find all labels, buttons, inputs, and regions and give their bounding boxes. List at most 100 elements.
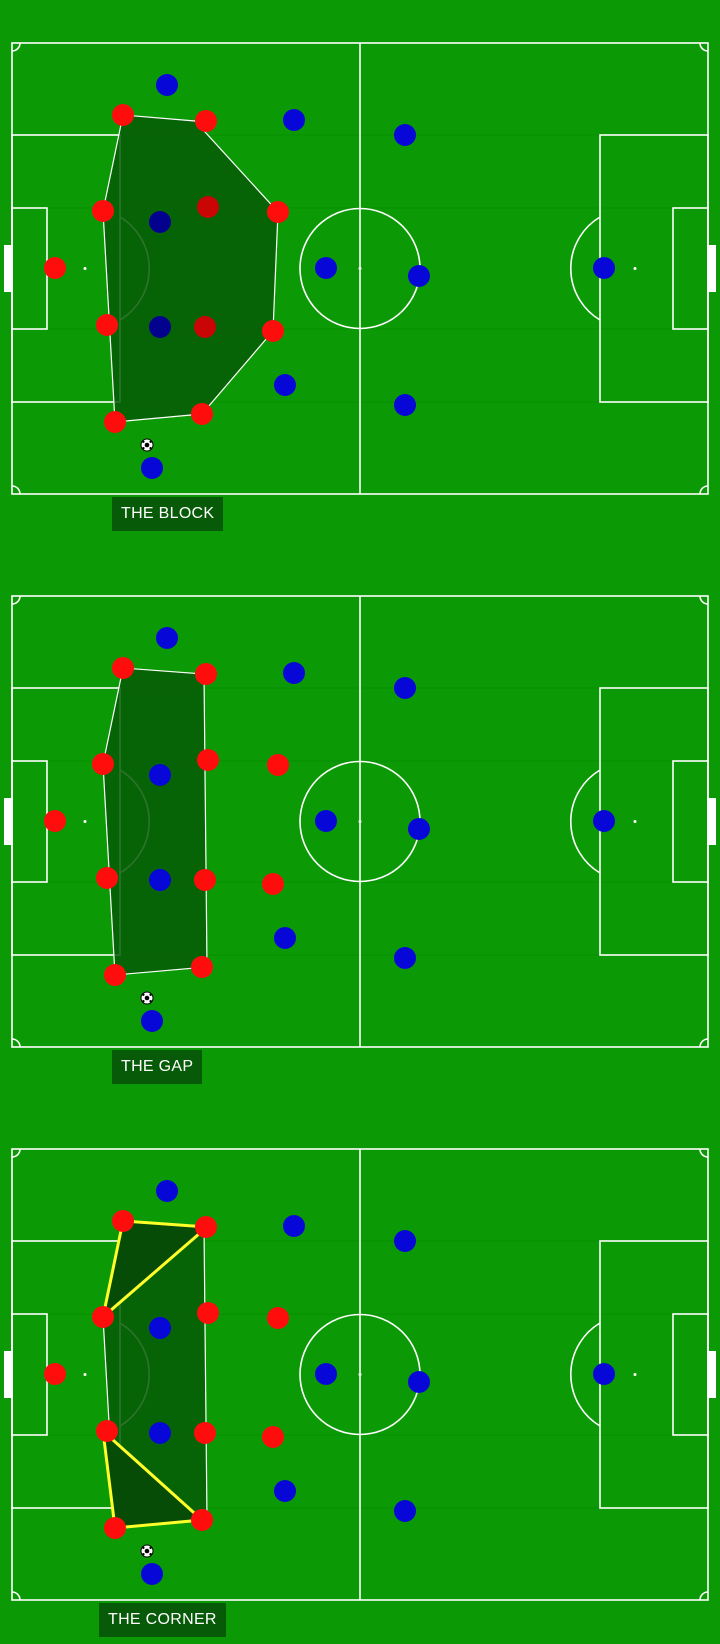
center-spot [358, 820, 362, 823]
corner-arc [11, 1038, 21, 1048]
red-player [191, 1509, 213, 1531]
red-player [267, 754, 289, 776]
ball-patch [142, 1553, 145, 1556]
penalty-arc-right [569, 1322, 601, 1427]
red-player [197, 1302, 219, 1324]
blue-player [394, 947, 416, 969]
ball-patch [144, 995, 150, 1001]
ball-patch [149, 447, 152, 450]
red-player [96, 867, 118, 889]
blue-player [274, 1480, 296, 1502]
blue-player [149, 764, 171, 786]
red-player [96, 1420, 118, 1442]
blue-player [394, 394, 416, 416]
ball-patch [142, 993, 145, 996]
blue-player [394, 1230, 416, 1252]
corner-arc [11, 485, 21, 495]
corner-arc [699, 595, 709, 605]
red-player [267, 1307, 289, 1329]
blue-player [315, 1363, 337, 1385]
pitch-diagram [0, 0, 720, 500]
penalty-spot-left [83, 1373, 87, 1376]
red-player [104, 1517, 126, 1539]
red-player [96, 314, 118, 336]
red-player [191, 403, 213, 425]
red-player [262, 1426, 284, 1448]
red-player [92, 200, 114, 222]
ball-patch [149, 440, 152, 443]
panel-caption: THE CORNER [99, 1603, 226, 1637]
goal-right [708, 798, 716, 845]
corner-arc [699, 1038, 709, 1048]
red-player [44, 1363, 66, 1385]
blue-player [149, 211, 171, 233]
blue-player [149, 1317, 171, 1339]
corner-arc [11, 595, 21, 605]
goal-left [4, 245, 12, 292]
red-player [44, 810, 66, 832]
corner-triangle-top [101, 1219, 209, 1319]
corner-triangle-bottom [101, 1429, 204, 1530]
penalty-spot-right [633, 1373, 637, 1376]
red-player [267, 201, 289, 223]
tactics-panel-corner: THE CORNER [0, 1106, 720, 1637]
blue-player [408, 265, 430, 287]
corner-arc [699, 1148, 709, 1158]
ball-icon [140, 991, 154, 1005]
red-player [44, 257, 66, 279]
blue-player [156, 1180, 178, 1202]
penalty-arc-right [569, 769, 601, 874]
red-player [92, 1306, 114, 1328]
penalty-spot-left [83, 820, 87, 823]
red-player [262, 873, 284, 895]
blue-player [315, 810, 337, 832]
blue-player [283, 1215, 305, 1237]
blue-player [274, 374, 296, 396]
red-player [195, 110, 217, 132]
blue-player [283, 109, 305, 131]
panel-caption: THE BLOCK [112, 497, 224, 531]
corner-arc [699, 1591, 709, 1601]
pitch-diagram [0, 1106, 720, 1606]
ball-patch [149, 1000, 152, 1003]
blue-player [149, 316, 171, 338]
goal-right [708, 245, 716, 292]
blue-player [274, 927, 296, 949]
panel-caption: THE GAP [112, 1050, 203, 1084]
defensive-shape [102, 667, 208, 976]
red-player [197, 196, 219, 218]
corner-arc [699, 485, 709, 495]
blue-player [156, 74, 178, 96]
blue-player [394, 677, 416, 699]
ball-icon [140, 438, 154, 452]
center-spot [358, 1373, 362, 1376]
red-player [194, 316, 216, 338]
blue-player [149, 1422, 171, 1444]
red-player [195, 1216, 217, 1238]
red-player [112, 104, 134, 126]
ball-patch [142, 1546, 145, 1549]
red-player [112, 1210, 134, 1232]
ball-patch [149, 1546, 152, 1549]
red-player [262, 320, 284, 342]
blue-player [408, 818, 430, 840]
ball-icon [140, 1544, 154, 1558]
red-player [197, 749, 219, 771]
defensive-shape [102, 114, 279, 423]
red-player [194, 869, 216, 891]
blue-player [593, 257, 615, 279]
tactics-panel-block: THE BLOCK [0, 0, 720, 531]
center-spot [358, 267, 362, 270]
penalty-arc-right [569, 216, 601, 321]
goal-right [708, 1351, 716, 1398]
red-player [194, 1422, 216, 1444]
ball-patch [149, 993, 152, 996]
tactics-panel-gap: THE GAP [0, 553, 720, 1084]
ball-patch [144, 442, 150, 448]
blue-player [149, 869, 171, 891]
penalty-spot-left [83, 267, 87, 270]
corner-arc [699, 42, 709, 52]
pitch-diagram [0, 553, 720, 1053]
blue-player [141, 457, 163, 479]
ball-patch [144, 1548, 150, 1554]
